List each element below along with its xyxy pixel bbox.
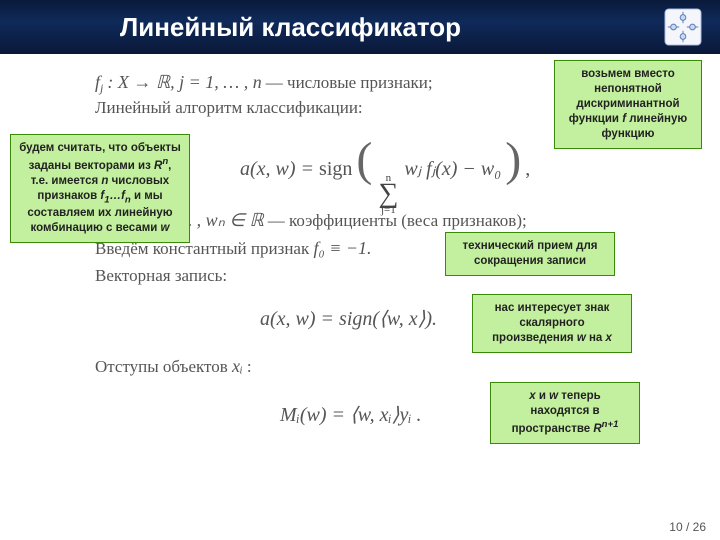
page-total: 26	[693, 520, 706, 534]
features-desc: — числовые признаки;	[266, 73, 433, 92]
puzzle-icon	[664, 8, 702, 46]
f1-comma: ,	[525, 158, 530, 180]
l6c: :	[247, 357, 252, 376]
lparen-icon: (	[356, 133, 372, 186]
slide-body: fj : X → ℝ, j = 1, … , n — числовые приз…	[0, 54, 720, 540]
rparen-icon: )	[505, 133, 521, 186]
page-number: 10 / 26	[669, 520, 706, 534]
line-margins: Отступы объектов xᵢ :	[95, 356, 252, 377]
fj-rest: : X → ℝ, j = 1, … , n	[107, 72, 261, 92]
line-algo-label: Линейный алгоритм классификации:	[95, 98, 363, 118]
formula-vector: a(x, w) = sign(⟨w, x⟩).	[260, 306, 437, 331]
formula-margin: Mᵢ(w) = ⟨w, xᵢ⟩yᵢ .	[280, 402, 422, 427]
formula-main: a(x, w) = sign ( n ∑ j=1 wⱼ fⱼ(x) − w₀ )…	[240, 132, 530, 210]
slide-title: Линейный классификатор	[120, 12, 461, 43]
slide-header: Линейный классификатор	[0, 0, 720, 54]
l6b: xᵢ	[232, 356, 243, 376]
sigma-icon: ∑	[378, 184, 398, 204]
page-sep: /	[683, 520, 693, 534]
callout-vectors: будем считать, что объекты заданы вектор…	[10, 134, 190, 243]
line-vector-label: Векторная запись:	[95, 266, 227, 286]
l3c: — коэффициенты (веса признаков);	[268, 211, 527, 230]
l6a: Отступы объектов	[95, 357, 232, 376]
fj-j: j	[100, 81, 103, 95]
f1-lhs: a(x, w) =	[240, 158, 319, 180]
callout-dot: нас интересует знак скалярного произведе…	[472, 294, 632, 353]
l4b: f₀ ≡ −1.	[313, 238, 371, 258]
callout-trick: технический прием для сокращения записи	[445, 232, 615, 276]
f1-sign: sign	[319, 158, 352, 180]
callout-space: x и w теперь находятся в пространстве Rn…	[490, 382, 640, 444]
page-current: 10	[669, 520, 682, 534]
callout-linear-fn: возьмем вместо непонятной дискриминантно…	[554, 60, 702, 149]
line-features: fj : X → ℝ, j = 1, … , n — числовые приз…	[95, 72, 433, 93]
f1-body: wⱼ fⱼ(x) − w₀	[404, 158, 501, 180]
